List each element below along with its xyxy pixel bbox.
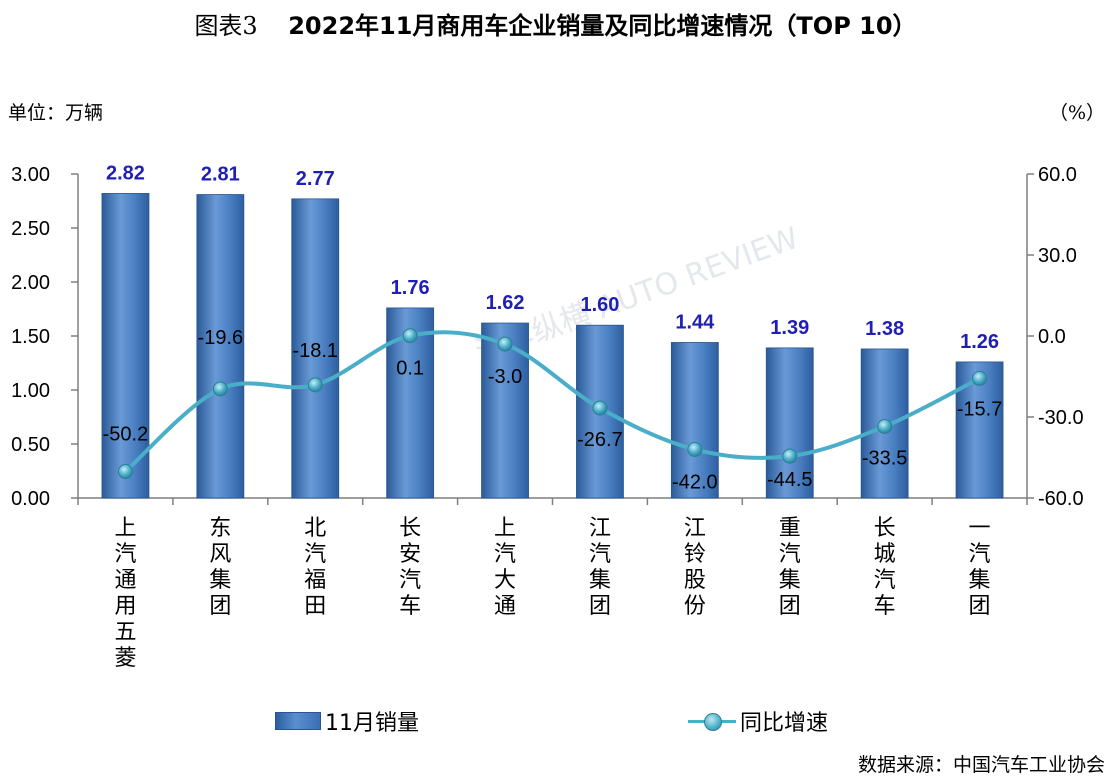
line-group xyxy=(117,328,988,480)
growth-value-label: -42.0 xyxy=(672,471,718,493)
y-tick-label-right: 0.0 xyxy=(1038,326,1066,348)
growth-value-label: -3.0 xyxy=(488,366,522,388)
bar-value-label: 2.77 xyxy=(296,168,335,190)
category-label: 长城汽车 xyxy=(874,516,896,619)
growth-point xyxy=(687,441,703,457)
y-tick-label-left: 1.50 xyxy=(11,326,50,348)
bar xyxy=(670,342,719,499)
category-label: 江汽集团 xyxy=(589,516,611,619)
bar-value-label: 1.38 xyxy=(865,318,904,340)
category-label: 一汽集团 xyxy=(969,516,991,619)
y-tick-label-left: 0.00 xyxy=(11,488,50,510)
figure-number: 图表3 xyxy=(194,12,258,40)
bar-labels-group: 2.82 2.81 2.77 1.76 1.62 1.60 1.44 1.39 1.38 1.26 xyxy=(106,162,999,352)
growth-value-label: 0.1 xyxy=(396,358,424,380)
data-source: 数据来源：中国汽车工业协会 xyxy=(857,754,1105,776)
y-tick-label-left: 1.00 xyxy=(11,380,50,402)
bar xyxy=(196,194,245,499)
y-tick-label-left: 0.50 xyxy=(11,434,50,456)
category-label: 重汽集团 xyxy=(779,516,801,619)
bar-value-label: 2.81 xyxy=(201,164,240,186)
legend-item-bar: 11月销量 xyxy=(275,705,419,737)
growth-value-label: -26.7 xyxy=(577,429,623,451)
bar-value-label: 1.26 xyxy=(960,331,999,353)
category-label: 北汽福田 xyxy=(304,516,326,619)
growth-point xyxy=(782,448,798,464)
legend-line-swatch xyxy=(688,711,736,731)
bar xyxy=(101,193,150,499)
bar-value-label: 2.82 xyxy=(106,162,145,184)
chart-title: 图表3 2022年11月商用车企业销量及同比增速情况（TOP 10） xyxy=(0,6,1111,41)
y-tick-label-left: 2.00 xyxy=(11,272,50,294)
growth-value-label: -18.1 xyxy=(292,340,338,362)
bar-value-label: 1.76 xyxy=(391,277,430,299)
bar-value-label: 1.44 xyxy=(675,311,715,333)
growth-point xyxy=(497,336,513,352)
bar-value-label: 1.60 xyxy=(580,294,619,316)
right-axis-unit: （%） xyxy=(1048,102,1105,124)
category-label: 上汽通用五菱 xyxy=(114,516,136,671)
growth-value-label: -15.7 xyxy=(957,398,1003,420)
growth-value-label: -33.5 xyxy=(862,447,908,469)
category-label: 东风集团 xyxy=(209,516,231,619)
legend-bar-label: 11月销量 xyxy=(325,711,419,736)
category-label: 上汽大通 xyxy=(494,516,516,619)
category-label: 江铃股份 xyxy=(684,516,706,619)
legend-bar-swatch xyxy=(275,712,321,730)
growth-point xyxy=(212,381,228,397)
growth-point xyxy=(402,328,418,344)
chart-title-text: 2022年11月商用车企业销量及同比增速情况（TOP 10） xyxy=(288,12,917,40)
growth-value-label: -44.5 xyxy=(767,469,813,491)
y-tick-label-right: -30.0 xyxy=(1038,407,1084,429)
category-label: 长安汽车 xyxy=(399,516,421,619)
growth-point xyxy=(307,377,323,393)
y-tick-label-right: 60.0 xyxy=(1038,164,1077,186)
chart-plot: 0.00 0.50 1.00 1.50 2.00 2.50 3.00 -60.0 -30.0 0.… xyxy=(11,162,1084,671)
legend-line-label: 同比增速 xyxy=(740,711,829,736)
growth-point xyxy=(877,418,893,434)
growth-point xyxy=(592,400,608,416)
y-tick-label-left: 2.50 xyxy=(11,218,50,240)
legend-item-line: 同比增速 xyxy=(688,705,828,737)
growth-value-label: -50.2 xyxy=(103,424,149,446)
axes-group: 0.00 0.50 1.00 1.50 2.00 2.50 3.00 -60.0 -30.0 0.… xyxy=(11,164,1084,510)
y-tick-label-right: -60.0 xyxy=(1038,488,1084,510)
bar xyxy=(291,198,340,499)
bar-value-label: 1.62 xyxy=(486,292,525,314)
growth-line xyxy=(124,330,981,474)
growth-point xyxy=(972,370,988,386)
category-labels-group: 上汽通用五菱 东风集团 北汽福田 长安汽车 上汽大通 江汽集团 江铃股份 重汽集团 长城汽车 一汽… xyxy=(114,516,990,671)
y-tick-label-left: 3.00 xyxy=(11,164,50,186)
y-tick-label-right: 30.0 xyxy=(1038,245,1077,267)
bar xyxy=(765,347,814,499)
growth-value-label: -19.6 xyxy=(198,327,244,349)
growth-point xyxy=(117,464,133,480)
bar-value-label: 1.39 xyxy=(770,317,809,339)
line-labels-group: -50.2 -19.6 -18.1 0.1 -3.0 -26.7 -42.0 -44.5 -33… xyxy=(103,327,1003,493)
left-axis-unit: 单位：万辆 xyxy=(8,102,104,124)
